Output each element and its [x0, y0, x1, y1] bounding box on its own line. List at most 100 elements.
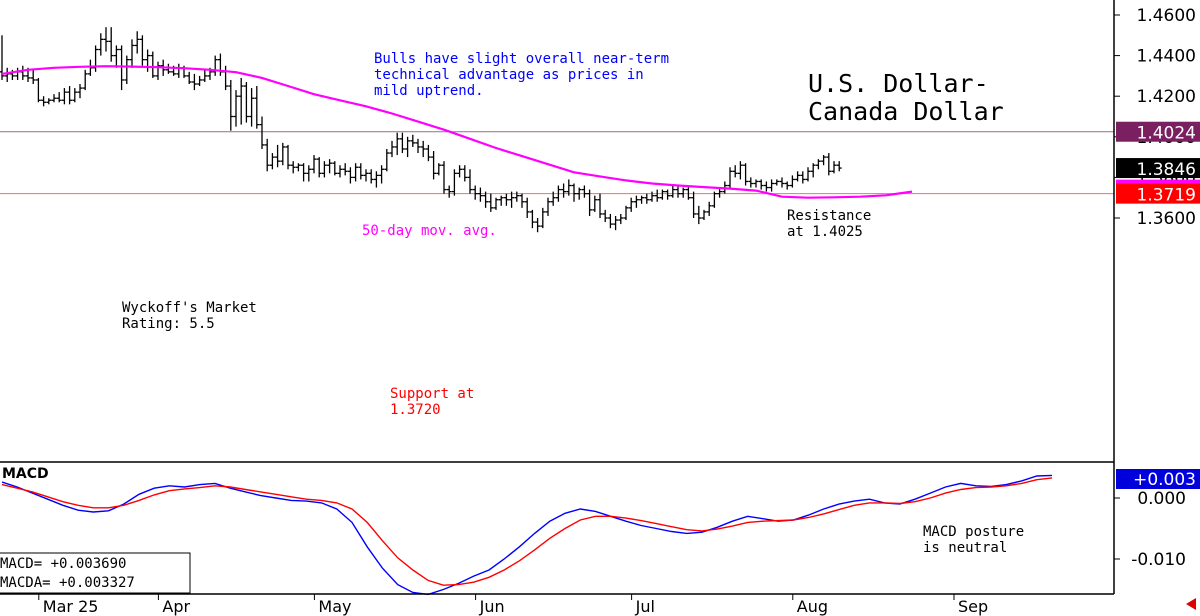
price-bar: [581, 185, 587, 198]
price-bar: [462, 165, 468, 182]
macd-y-tick-label: 0.000: [1137, 489, 1186, 509]
price-bar: [535, 218, 541, 233]
macd-y-tick-label: -0.010: [1131, 550, 1186, 570]
price-panel: [0, 27, 1114, 233]
price-bar: [311, 155, 317, 174]
resistance-label: Resistance at 1.4025: [787, 208, 871, 240]
price-bar: [836, 161, 842, 172]
price-bar: [769, 179, 775, 192]
x-month-label: Jun: [479, 597, 505, 616]
x-month-label: Apr: [162, 597, 190, 616]
support-label: Support at 1.3720: [390, 386, 474, 418]
price-bar: [191, 73, 197, 91]
x-month-label: May: [318, 597, 351, 616]
price-bar: [436, 163, 442, 176]
price-bar: [633, 195, 639, 208]
price-bar: [618, 213, 624, 225]
price-bar: [665, 189, 671, 200]
price-bar: [467, 169, 473, 194]
svg-text:+0.003: +0.003: [1133, 470, 1196, 490]
price-bar: [457, 165, 463, 178]
price-bar: [472, 185, 478, 200]
price-bar: [316, 157, 322, 178]
price-bar: [67, 86, 73, 105]
macd-title: MACD: [2, 466, 49, 482]
price-bar: [717, 187, 723, 198]
price-bar: [301, 163, 307, 182]
price-bar: [779, 177, 785, 188]
price-bar: [623, 205, 629, 221]
price-bar: [514, 191, 520, 202]
price-bar: [446, 185, 452, 198]
price-bar: [758, 179, 764, 190]
price-bar: [727, 167, 733, 188]
price-bar: [451, 169, 457, 196]
price-bar: [51, 94, 57, 103]
price-bar: [212, 55, 218, 76]
price-bar: [124, 55, 130, 85]
price-bar: [571, 183, 577, 202]
price-bar: [415, 138, 421, 154]
price-bar: [831, 161, 837, 174]
macd-readout-box: MACD= +0.003690 MACDA= +0.003327: [0, 552, 191, 594]
price-bar: [197, 75, 203, 87]
price-bar: [519, 193, 525, 208]
price-bar: [332, 161, 338, 176]
price-bar: [613, 215, 619, 231]
price-bar: [254, 86, 260, 129]
price-bar: [0, 35, 5, 80]
price-y-tick-label: 1.4600: [1137, 6, 1196, 26]
price-bar: [145, 49, 151, 72]
price-bar: [503, 193, 509, 206]
price-bar: [644, 193, 650, 204]
price-bar: [139, 35, 145, 66]
price-bar: [607, 213, 613, 229]
price-bar: [295, 163, 301, 172]
price-bar: [561, 183, 567, 198]
price-bar: [795, 171, 801, 182]
price-bar: [347, 167, 353, 184]
price-bar: [675, 185, 681, 198]
price-bar: [529, 209, 535, 229]
price-bar: [134, 31, 140, 54]
moving-average-line: [1, 65, 913, 199]
support-badge: 1.3719: [1116, 183, 1200, 206]
price-bar: [743, 163, 749, 186]
price-bar: [550, 191, 556, 206]
price-bar: [810, 163, 816, 178]
price-bar: [587, 189, 593, 216]
price-y-tick-label: 1.4200: [1137, 87, 1196, 107]
macd-series-macd: [1, 474, 1053, 596]
macd-panel: [1, 474, 1053, 596]
last-price-badge: 1.3846: [1116, 158, 1200, 180]
price-bar: [410, 134, 416, 147]
price-bar: [701, 209, 707, 221]
price-bar: [46, 98, 52, 105]
price-bar: [363, 169, 369, 182]
price-bar: [72, 88, 78, 103]
price-bar: [493, 197, 499, 210]
price-bar: [238, 77, 244, 125]
wyckoff-rating: Wyckoff's Market Rating: 5.5: [122, 300, 257, 332]
price-bar: [77, 84, 83, 99]
price-bar: [337, 165, 343, 178]
price-bar: [483, 191, 489, 208]
price-bar: [592, 195, 598, 212]
macda-readout-value: MACDA= +0.003327: [0, 575, 135, 591]
price-bar: [753, 179, 759, 188]
price-y-tick-label: 1.3600: [1137, 209, 1196, 229]
price-bar: [269, 153, 275, 170]
price-bar: [732, 165, 738, 178]
price-bar: [748, 177, 754, 188]
price-bar: [113, 45, 119, 68]
price-bar: [275, 144, 281, 168]
svg-text:1.3846: 1.3846: [1137, 160, 1196, 180]
price-bar: [259, 116, 265, 149]
price-bar: [784, 181, 790, 190]
price-bar: [119, 45, 125, 91]
price-bar: [555, 185, 561, 202]
price-bar: [670, 185, 676, 198]
price-bar: [285, 144, 291, 170]
price-bar: [379, 165, 385, 184]
